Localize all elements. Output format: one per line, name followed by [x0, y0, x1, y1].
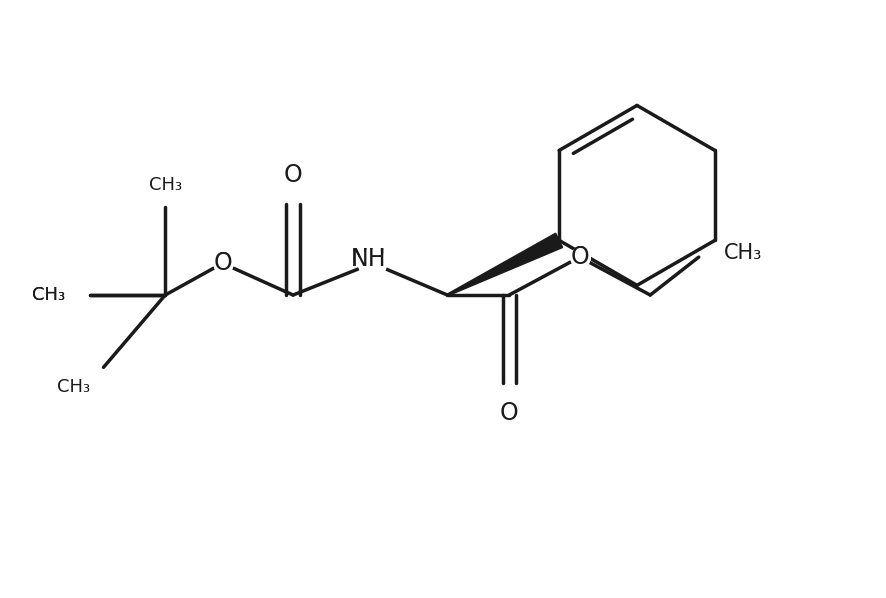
Text: O: O: [571, 245, 589, 269]
Text: CH₃: CH₃: [723, 243, 762, 263]
Text: CH₃: CH₃: [149, 176, 182, 194]
Text: NH: NH: [350, 247, 386, 271]
Text: O: O: [214, 251, 232, 275]
Text: NH: NH: [350, 247, 386, 271]
Text: O: O: [284, 163, 302, 187]
Polygon shape: [447, 233, 563, 296]
Text: O: O: [571, 245, 589, 269]
Text: O: O: [500, 401, 518, 425]
Text: CH₃: CH₃: [33, 286, 66, 304]
Text: CH₃: CH₃: [58, 378, 90, 396]
Text: CH₃: CH₃: [33, 286, 66, 304]
Text: O: O: [214, 251, 232, 275]
